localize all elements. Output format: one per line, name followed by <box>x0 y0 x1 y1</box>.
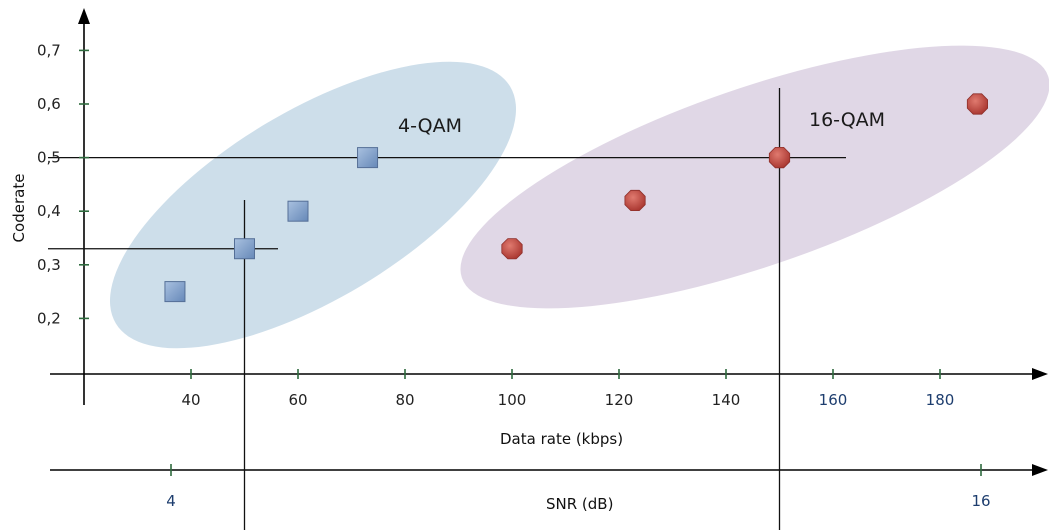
x-tick-label: 60 <box>288 391 307 409</box>
region-16qam <box>460 45 1049 309</box>
y-tick-label: 0,6 <box>37 95 61 113</box>
x-tick-label: 120 <box>605 391 634 409</box>
x-tick-label: 180 <box>926 391 955 409</box>
y-tick-label: 0,7 <box>37 41 61 59</box>
y-tick-label: 0,5 <box>37 149 61 167</box>
snr-axis-arrow-icon <box>1032 464 1048 476</box>
group-label-16qam: 16-QAM <box>809 109 885 131</box>
region-4qam <box>109 61 517 349</box>
data-points <box>164 93 988 303</box>
x-tick-label: 160 <box>819 391 848 409</box>
data-point-4qam <box>287 200 309 222</box>
snr-tick-label: 4 <box>166 492 176 510</box>
data-point-4qam <box>357 147 379 169</box>
x-tick-label: 80 <box>395 391 414 409</box>
y-tick-label: 0,2 <box>37 309 61 327</box>
y-tick-label: 0,3 <box>37 256 61 274</box>
y-axis-arrow-icon <box>78 8 90 24</box>
axis-ticks: 40 60 80 100 120 140 160 180 0,2 0,3 0,4 0,5 0,6 0,7 4… <box>37 41 991 510</box>
data-point-16qam <box>624 189 646 212</box>
y-tick-label: 0,4 <box>37 202 61 220</box>
x-axis-arrow-icon <box>1032 368 1048 380</box>
x-tick-label: 100 <box>498 391 527 409</box>
data-point-4qam <box>164 281 186 303</box>
data-point-16qam <box>501 238 523 260</box>
data-point-4qam <box>234 238 255 260</box>
x-tick-label: 140 <box>712 391 741 409</box>
y-axis-title: Coderate <box>10 174 28 243</box>
snr-axis-title: SNR (dB) <box>546 495 613 513</box>
snr-tick-label: 16 <box>971 492 990 510</box>
group-label-4qam: 4-QAM <box>398 115 462 137</box>
data-point-16qam <box>966 93 988 115</box>
data-point-16qam <box>768 146 791 169</box>
x-axis-title: Data rate (kbps) <box>500 430 623 448</box>
x-tick-label: 40 <box>181 391 200 409</box>
